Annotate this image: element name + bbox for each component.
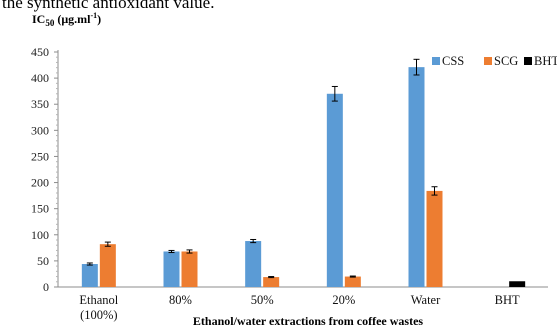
y-axis: 0 50 100 150 200 250 300 350 400 450 bbox=[31, 45, 59, 294]
x-tick-label: BHT bbox=[495, 293, 520, 307]
bar-scg-1 bbox=[181, 251, 198, 287]
bar-css-1 bbox=[163, 251, 180, 287]
y-tick-label: 350 bbox=[31, 97, 49, 111]
x-tick-label: 50% bbox=[251, 293, 274, 307]
x-tick-label: (100%) bbox=[80, 308, 118, 322]
bar-css-0 bbox=[81, 264, 98, 287]
y-tick-label: 450 bbox=[31, 45, 49, 59]
y-tick-label: 300 bbox=[31, 123, 49, 137]
y-tick-label: 50 bbox=[37, 254, 49, 268]
bar-scg-2 bbox=[263, 277, 280, 287]
y-tick-label: 200 bbox=[31, 176, 49, 190]
x-tick-labels: Ethanol(100%) 80% 50% 20% Water BHT bbox=[79, 293, 520, 322]
x-tick-label: Water bbox=[411, 293, 441, 307]
bar-css-2 bbox=[245, 241, 262, 287]
legend: CSS SCG BHT bbox=[432, 54, 557, 68]
x-tick-label: 80% bbox=[169, 293, 192, 307]
legend-swatch-css bbox=[432, 57, 440, 65]
bar-css-4 bbox=[408, 67, 425, 288]
bar-scg-0 bbox=[99, 244, 116, 287]
bar-bht-5 bbox=[509, 281, 526, 287]
bar-scg-3 bbox=[344, 276, 361, 287]
y-tick-label: 0 bbox=[43, 280, 49, 294]
top-caption-text: the synthetic antioxidant value. bbox=[2, 0, 215, 12]
y-tick-label: 150 bbox=[31, 202, 49, 216]
legend-swatch-bht bbox=[524, 57, 532, 65]
y-tick-label: 250 bbox=[31, 149, 49, 163]
legend-label-bht: BHT bbox=[534, 54, 557, 68]
x-tick-label: Ethanol bbox=[79, 293, 118, 307]
bars-group bbox=[81, 58, 526, 288]
y-tick-label: 400 bbox=[31, 71, 49, 85]
bar-scg-4 bbox=[426, 190, 443, 287]
legend-swatch-scg bbox=[484, 57, 492, 65]
x-tick-label: 20% bbox=[332, 293, 355, 307]
x-axis-title: Ethanol/water extractions from coffee wa… bbox=[193, 314, 423, 328]
y-axis-title: IC50 (μg.ml-1) bbox=[32, 11, 101, 28]
legend-label-scg: SCG bbox=[494, 54, 518, 68]
bar-css-3 bbox=[326, 93, 343, 288]
y-tick-label: 100 bbox=[31, 228, 49, 242]
legend-label-css: CSS bbox=[442, 54, 464, 68]
